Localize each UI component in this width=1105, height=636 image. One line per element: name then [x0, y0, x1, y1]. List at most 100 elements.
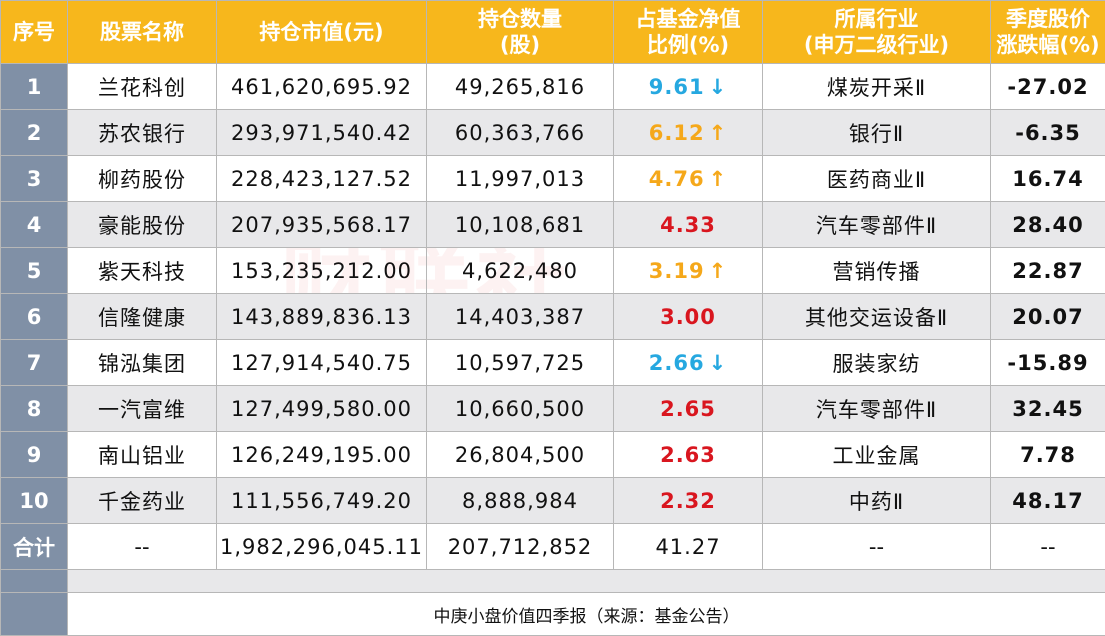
- header-industry-line1: 所属行业: [834, 7, 919, 31]
- industry: 汽车零部件Ⅱ: [762, 201, 991, 248]
- market-value: 143,889,836.13: [216, 293, 427, 340]
- total-row: 合计 -- 1,982,296,045.11 207,712,852 41.27 -- --: [0, 523, 1105, 570]
- footer-row: 中庚小盘价值四季报（来源：基金公告）: [0, 592, 1105, 636]
- arrow-up-icon: ↑: [708, 120, 728, 145]
- header-price-change: 季度股价 涨跌幅(%): [990, 0, 1105, 64]
- quantity: 49,265,816: [426, 63, 614, 110]
- row-index: 9: [0, 431, 68, 478]
- stock-name: 千金药业: [67, 477, 217, 524]
- arrow-down-icon: ↓: [708, 74, 728, 99]
- nav-ratio: 2.63: [613, 431, 763, 478]
- row-index: 3: [0, 155, 68, 202]
- industry: 服装家纺: [762, 339, 991, 386]
- nav-ratio: 4.76 ↑: [613, 155, 763, 202]
- nav-ratio: 2.66 ↓: [613, 339, 763, 386]
- table-row: 4 豪能股份 207,935,568.17 10,108,681 4.33 汽车零部件Ⅱ 2…: [0, 201, 1105, 248]
- table-row: 2 苏农银行 293,971,540.42 60,363,766 6.12 ↑ 银行Ⅱ -6.…: [0, 109, 1105, 156]
- nav-ratio-value: 3.19: [648, 258, 705, 283]
- quantity: 60,363,766: [426, 109, 614, 156]
- stock-name: 南山铝业: [67, 431, 217, 478]
- price-change: 48.17: [990, 477, 1105, 524]
- header-nav-ratio-line2: 比例(%): [646, 33, 730, 57]
- quantity: 10,660,500: [426, 385, 614, 432]
- row-index: 5: [0, 247, 68, 294]
- table-row: 9 南山铝业 126,249,195.00 26,804,500 2.63 工业金属 7.7…: [0, 431, 1105, 478]
- total-price-change: --: [990, 523, 1105, 570]
- nav-ratio-value: 2.32: [660, 488, 716, 513]
- arrow-up-icon: ↑: [708, 258, 728, 283]
- nav-ratio: 6.12 ↑: [613, 109, 763, 156]
- row-index: 2: [0, 109, 68, 156]
- header-quantity: 持仓数量 (股): [426, 0, 614, 64]
- row-index: 7: [0, 339, 68, 386]
- arrow-up-icon: ↑: [708, 166, 728, 191]
- industry: 中药Ⅱ: [762, 477, 991, 524]
- total-industry: --: [762, 523, 991, 570]
- market-value: 127,499,580.00: [216, 385, 427, 432]
- price-change: 28.40: [990, 201, 1105, 248]
- total-quantity: 207,712,852: [426, 523, 614, 570]
- stock-name: 一汽富维: [67, 385, 217, 432]
- nav-ratio-value: 2.63: [660, 442, 716, 467]
- price-change: 32.45: [990, 385, 1105, 432]
- row-index: 10: [0, 477, 68, 524]
- nav-ratio: 4.33: [613, 201, 763, 248]
- quantity: 8,888,984: [426, 477, 614, 524]
- stock-name: 紫天科技: [67, 247, 217, 294]
- footer-index: [0, 592, 68, 636]
- nav-ratio-value: 6.12: [648, 120, 705, 145]
- header-market-value: 持仓市值(元): [216, 0, 427, 64]
- nav-ratio-value: 9.61: [648, 74, 705, 99]
- industry: 营销传播: [762, 247, 991, 294]
- row-index: 6: [0, 293, 68, 340]
- nav-ratio: 2.65: [613, 385, 763, 432]
- header-quantity-line2: (股): [499, 33, 541, 57]
- market-value: 293,971,540.42: [216, 109, 427, 156]
- total-label: 合计: [0, 523, 68, 570]
- price-change: 22.87: [990, 247, 1105, 294]
- row-index: 4: [0, 201, 68, 248]
- table-row: 8 一汽富维 127,499,580.00 10,660,500 2.65 汽车零部件Ⅱ 3…: [0, 385, 1105, 432]
- industry: 医药商业Ⅱ: [762, 155, 991, 202]
- stock-name: 信隆健康: [67, 293, 217, 340]
- nav-ratio-value: 4.76: [648, 166, 705, 191]
- header-quantity-line1: 持仓数量: [478, 7, 562, 31]
- table-row: 7 锦泓集团 127,914,540.75 10,597,725 2.66 ↓ 服装家纺 -1…: [0, 339, 1105, 386]
- header-price-change-line2: 涨跌幅(%): [996, 33, 1100, 57]
- market-value: 111,556,749.20: [216, 477, 427, 524]
- stock-name: 豪能股份: [67, 201, 217, 248]
- industry: 汽车零部件Ⅱ: [762, 385, 991, 432]
- header-industry-line2: (申万二级行业): [803, 33, 950, 57]
- price-change: -15.89: [990, 339, 1105, 386]
- footer-source: 中庚小盘价值四季报（来源：基金公告）: [67, 592, 1105, 636]
- table-row: 1 兰花科创 461,620,695.92 49,265,816 9.61 ↓ 煤炭开采Ⅱ -…: [0, 63, 1105, 110]
- header-nav-ratio: 占基金净值 比例(%): [613, 0, 763, 64]
- row-index: 1: [0, 63, 68, 110]
- table-row: 10 千金药业 111,556,749.20 8,888,984 2.32 中药Ⅱ 48.1…: [0, 477, 1105, 524]
- quantity: 14,403,387: [426, 293, 614, 340]
- total-name: --: [67, 523, 217, 570]
- total-nav-ratio: 41.27: [613, 523, 763, 570]
- nav-ratio-value: 4.33: [660, 212, 716, 237]
- quantity: 4,622,480: [426, 247, 614, 294]
- header-nav-ratio-line1: 占基金净值: [635, 7, 741, 31]
- spacer-index: [0, 569, 68, 593]
- market-value: 126,249,195.00: [216, 431, 427, 478]
- industry: 银行Ⅱ: [762, 109, 991, 156]
- market-value: 153,235,212.00: [216, 247, 427, 294]
- quantity: 26,804,500: [426, 431, 614, 478]
- market-value: 228,423,127.52: [216, 155, 427, 202]
- spacer-cell: [67, 569, 1105, 593]
- header-price-change-line1: 季度股价: [1006, 7, 1090, 31]
- industry: 其他交运设备Ⅱ: [762, 293, 991, 340]
- stock-name: 苏农银行: [67, 109, 217, 156]
- header-industry: 所属行业 (申万二级行业): [762, 0, 991, 64]
- price-change: -6.35: [990, 109, 1105, 156]
- arrow-down-icon: ↓: [708, 350, 728, 375]
- nav-ratio: 3.00: [613, 293, 763, 340]
- stock-name: 柳药股份: [67, 155, 217, 202]
- price-change: 20.07: [990, 293, 1105, 340]
- market-value: 127,914,540.75: [216, 339, 427, 386]
- header-index: 序号: [0, 0, 68, 64]
